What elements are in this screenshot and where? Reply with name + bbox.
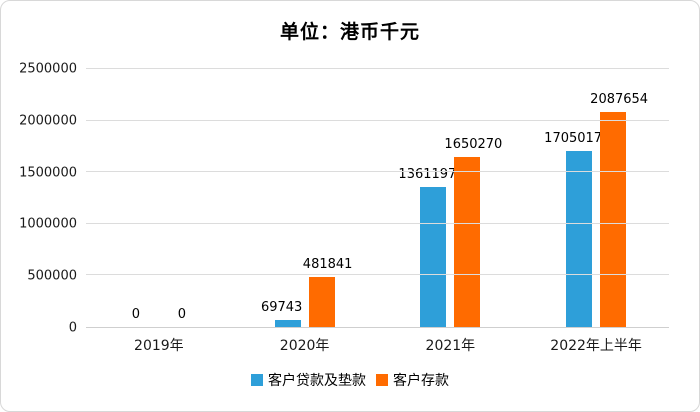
bar-value-label: 2087654	[590, 91, 649, 107]
bar-value-label: 481841	[302, 257, 353, 273]
x-category-label: 2019年	[134, 338, 184, 354]
y-tick-label: 2500000	[19, 61, 77, 77]
x-category-label: 2022年上半年	[550, 338, 642, 354]
y-tick-label: 1000000	[19, 216, 77, 232]
gridline	[86, 222, 669, 224]
legend: 客户贷款及垫款 客户存款	[1, 370, 699, 390]
x-axis: 2019年 2020年 2021年 2022年上半年	[86, 335, 669, 355]
y-tick-label: 2000000	[19, 113, 77, 129]
bar-group: 1705017 2087654	[523, 69, 669, 327]
bar-holder: 0	[129, 69, 155, 327]
bar-deposits	[308, 277, 335, 327]
bar-group: 69743 481841	[232, 69, 378, 327]
bar-group: 1361197 1650270	[378, 69, 524, 327]
bar-loans	[420, 186, 447, 327]
gridline	[86, 119, 669, 121]
bar-value-label: 1705017	[544, 131, 603, 147]
y-tick-label: 500000	[27, 268, 77, 284]
bar-holder: 481841	[303, 69, 352, 327]
bar-value-label: 1650270	[444, 136, 503, 152]
bar-holder: 1705017	[544, 69, 602, 327]
legend-swatch-loans	[251, 374, 263, 386]
x-category-label: 2020年	[279, 338, 330, 354]
legend-item-deposits: 客户存款	[376, 370, 449, 390]
plot-area: 0 0 69743 481841 1361197 1650270 1705017 208765…	[86, 68, 669, 328]
y-tick-label: 0	[68, 320, 77, 336]
legend-label-loans: 客户贷款及垫款	[268, 373, 366, 389]
y-axis: 0 500000 1000000 1500000 2000000 2500000	[1, 62, 77, 336]
legend-label-deposits: 客户存款	[393, 373, 449, 389]
x-category-label: 2021年	[425, 338, 476, 354]
y-tick-label: 1500000	[19, 165, 77, 181]
bar-holder: 69743	[261, 69, 302, 327]
bar-holder: 2087654	[590, 69, 648, 327]
bar-groups: 0 0 69743 481841 1361197 1650270 1705017 208765…	[86, 69, 669, 327]
bar-holder: 0	[163, 69, 189, 327]
bar-value-label: 69743	[260, 299, 303, 315]
bar-loans	[566, 151, 593, 327]
gridline	[86, 274, 669, 276]
gridline	[86, 68, 669, 69]
bar-value-label: 0	[131, 307, 141, 322]
bar-value-label: 0	[177, 307, 187, 322]
legend-swatch-deposits	[376, 374, 388, 386]
bar-holder: 1361197	[398, 69, 456, 327]
bar-value-label: 1361197	[398, 166, 457, 182]
gridline	[86, 171, 669, 173]
bar-deposits	[454, 156, 481, 327]
legend-item-loans: 客户贷款及垫款	[251, 370, 366, 390]
bar-deposits	[600, 111, 627, 327]
bar-holder: 1650270	[444, 69, 502, 327]
bar-loans	[274, 319, 301, 327]
chart-title: 单位：港币千元	[279, 21, 420, 43]
